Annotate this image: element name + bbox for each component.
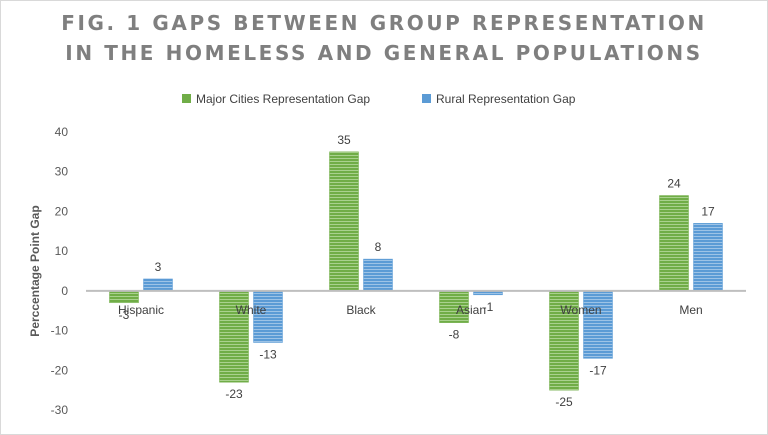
y-tick-label: 10 [55, 244, 69, 258]
category-label-asian: Asian [456, 303, 486, 317]
legend-label-rural: Rural Representation Gap [436, 91, 576, 106]
data-label-major-cities-representation-gap-men: 24 [667, 177, 681, 191]
bar-rural-representation-gap-women [583, 290, 613, 359]
bar-major-cities-representation-gap-white [219, 290, 249, 383]
chart-legend: Major Cities Representation Gap Rural Re… [0, 91, 768, 107]
bar-major-cities-representation-gap-men [659, 195, 689, 292]
data-label-rural-representation-gap-white: -13 [259, 347, 277, 361]
y-tick-label: -10 [51, 324, 69, 338]
y-tick-label: -20 [51, 363, 69, 377]
y-tick-label: 30 [55, 165, 69, 179]
chart-title-line-2: IN THE HOMELESS AND GENERAL POPULATIONS [65, 41, 703, 65]
data-label-major-cities-representation-gap-hispanic: -3 [119, 308, 130, 322]
data-label-rural-representation-gap-men: 17 [701, 204, 715, 218]
y-tick-label: 40 [55, 125, 69, 139]
bar-major-cities-representation-gap-black [329, 151, 359, 292]
legend-swatch-major-cities [182, 94, 191, 104]
legend-label-major-cities: Major Cities Representation Gap [196, 91, 371, 106]
category-label-hispanic: Hispanic [118, 303, 164, 317]
category-label-white: White [236, 303, 267, 317]
data-label-major-cities-representation-gap-asian: -8 [449, 328, 460, 342]
bar-major-cities-representation-gap-hispanic [109, 290, 139, 304]
bar-rural-representation-gap-black [363, 258, 393, 292]
y-axis-title: Perccentage Point Gap [28, 205, 42, 336]
category-label-black: Black [346, 303, 376, 317]
chart-title-line-1: FIG. 1 GAPS BETWEEN GROUP REPRESENTATION [61, 11, 707, 35]
data-label-major-cities-representation-gap-women: -25 [555, 395, 573, 409]
category-label-women: Women [560, 303, 601, 317]
data-label-rural-representation-gap-women: -17 [589, 363, 607, 377]
y-tick-label: 0 [61, 284, 68, 298]
data-label-rural-representation-gap-hispanic: 3 [155, 260, 162, 274]
legend-swatch-rural [422, 94, 431, 104]
data-label-rural-representation-gap-asian: -1 [483, 300, 494, 314]
data-label-major-cities-representation-gap-white: -23 [225, 387, 243, 401]
bar-rural-representation-gap-hispanic [143, 278, 173, 292]
bar-rural-representation-gap-men [693, 223, 723, 292]
legend-item-rural: Rural Representation Gap [422, 91, 575, 107]
category-label-men: Men [679, 303, 702, 317]
y-tick-label: -30 [51, 403, 69, 417]
data-label-rural-representation-gap-black: 8 [375, 240, 382, 254]
legend-item-major-cities: Major Cities Representation Gap [182, 91, 370, 107]
y-tick-label: 20 [55, 204, 69, 218]
bar-major-cities-representation-gap-women [549, 290, 579, 391]
bar-rural-representation-gap-white [253, 290, 283, 343]
bar-major-cities-representation-gap-asian [439, 290, 469, 323]
chart-title: FIG. 1 GAPS BETWEEN GROUP REPRESENTATION… [0, 8, 768, 68]
data-label-major-cities-representation-gap-black: 35 [337, 133, 351, 147]
